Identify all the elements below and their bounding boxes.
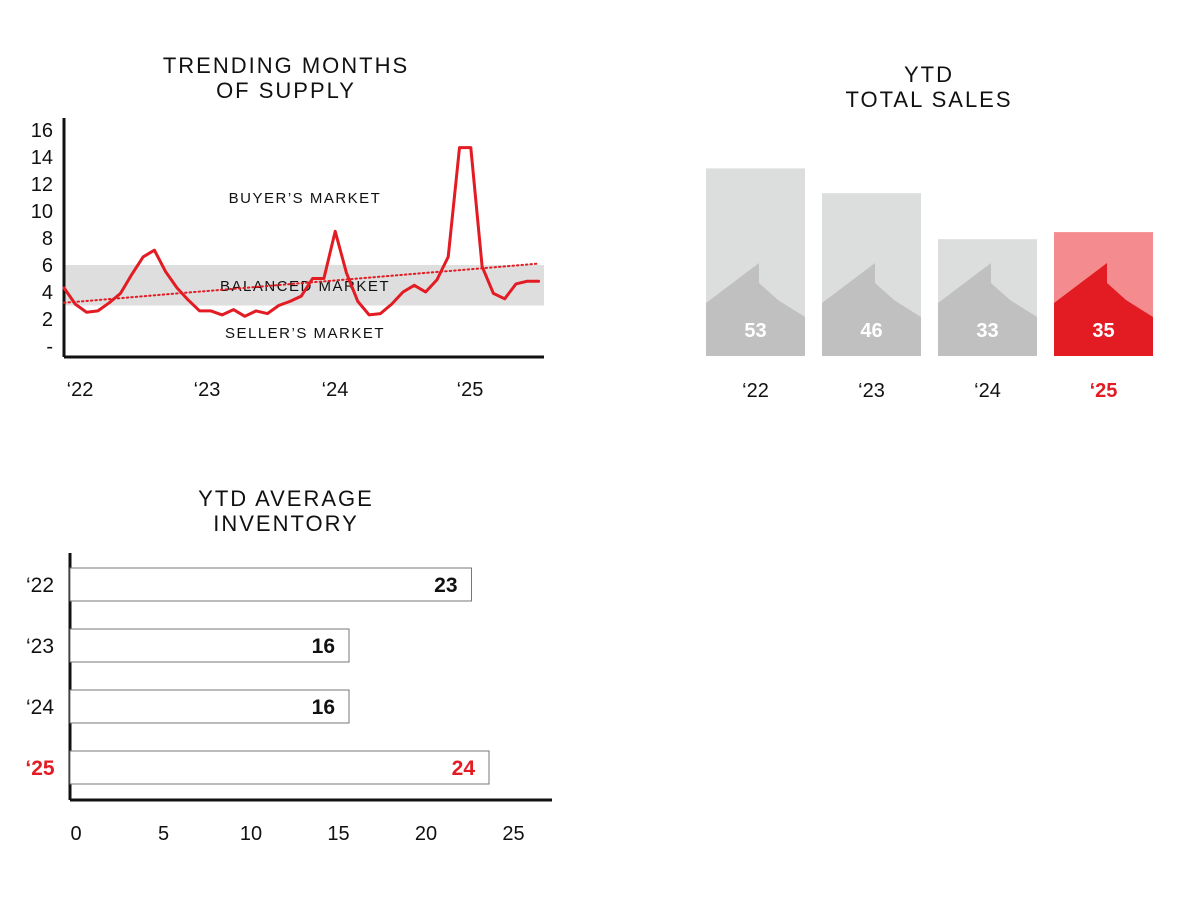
balanced-market-band	[64, 265, 544, 306]
market-annotation: BALANCED MARKET	[220, 278, 390, 295]
inventory-category-label: ‘25	[25, 757, 55, 780]
y-tick-label: 6	[42, 255, 53, 277]
sales-category-label: ‘22	[742, 380, 769, 402]
inventory-bar	[69, 750, 490, 785]
x-tick-label: 25	[502, 823, 524, 845]
y-tick-label: 14	[31, 147, 53, 169]
y-tick-label: 16	[31, 120, 53, 142]
inventory-value-label: 24	[452, 757, 476, 780]
y-tick-label: -	[46, 336, 53, 358]
house-icon	[938, 263, 1037, 356]
y-tick-label: 8	[42, 228, 53, 250]
market-annotation: BUYER’S MARKET	[229, 190, 382, 207]
house-icon	[706, 263, 805, 356]
y-tick-label: 2	[42, 309, 53, 331]
inventory-bar	[69, 567, 472, 602]
market-annotation: SELLER’S MARKET	[225, 325, 385, 342]
inventory-category-label: ‘22	[26, 574, 54, 597]
sales-value-label: 33	[976, 320, 998, 342]
house-icon	[822, 263, 921, 356]
sales-value-label: 46	[860, 320, 882, 342]
x-tick-label: ‘24	[322, 379, 349, 401]
x-tick-label: 20	[415, 823, 437, 845]
y-tick-label: 10	[31, 201, 53, 223]
trend-line	[63, 262, 540, 304]
inventory-value-label: 16	[312, 635, 335, 658]
months-supply-title: TRENDING MONTHS OF SUPPLY	[162, 53, 410, 103]
y-tick-label: 12	[31, 174, 53, 196]
sales-value-label: 35	[1092, 320, 1114, 342]
inventory-bar	[69, 689, 350, 724]
house-icon	[1054, 263, 1153, 356]
inventory-bar	[69, 628, 350, 663]
total-sales-title: YTD TOTAL SALES	[845, 62, 1013, 112]
x-tick-label: 0	[70, 823, 81, 845]
sales-value-label: 53	[744, 320, 766, 342]
x-tick-label: 10	[240, 823, 262, 845]
x-tick-label: ‘22	[67, 379, 94, 401]
months-supply-line	[62, 146, 541, 318]
x-tick-label: ‘25	[457, 379, 484, 401]
inventory-category-label: ‘24	[26, 696, 54, 719]
sales-category-label: ‘25	[1090, 380, 1118, 402]
inventory-category-label: ‘23	[26, 635, 54, 658]
x-tick-label: 5	[158, 823, 169, 845]
x-tick-label: ‘23	[194, 379, 221, 401]
x-tick-label: 15	[327, 823, 349, 845]
sales-category-label: ‘23	[858, 380, 885, 402]
inventory-value-label: 23	[434, 574, 457, 597]
inventory-value-label: 16	[312, 696, 335, 719]
average-inventory-title: YTD AVERAGE INVENTORY	[198, 486, 374, 536]
y-tick-label: 4	[42, 282, 53, 304]
sales-category-label: ‘24	[974, 380, 1001, 402]
